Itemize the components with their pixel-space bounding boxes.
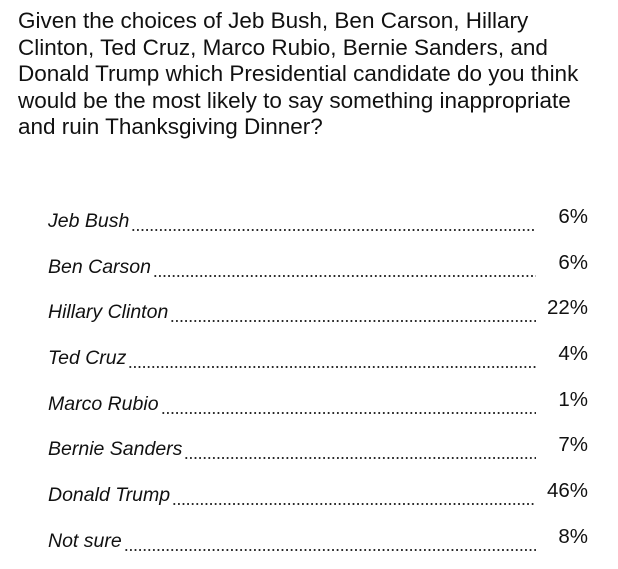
result-row-not-sure: Not sure 8% bbox=[48, 523, 588, 569]
dot-leader bbox=[172, 481, 536, 510]
candidate-name: Ted Cruz bbox=[48, 347, 127, 370]
dot-leader bbox=[170, 298, 536, 327]
candidate-percent: 8% bbox=[558, 524, 588, 548]
dot-leader bbox=[160, 389, 536, 418]
result-row-ted-cruz: Ted Cruz 4% bbox=[48, 340, 588, 386]
candidate-name: Marco Rubio bbox=[48, 392, 159, 415]
result-row-hillary-clinton: Hillary Clinton 22% bbox=[48, 294, 588, 340]
result-row-bernie-sanders: Bernie Sanders 7% bbox=[48, 431, 588, 477]
candidate-percent: 6% bbox=[558, 205, 588, 228]
candidate-name: Bernie Sanders bbox=[48, 438, 183, 461]
candidate-percent: 46% bbox=[546, 479, 588, 503]
candidate-percent: 1% bbox=[558, 387, 588, 411]
dot-leader bbox=[123, 526, 536, 555]
candidate-percent: 7% bbox=[558, 433, 588, 457]
candidate-name: Not sure bbox=[48, 529, 122, 552]
result-row-donald-trump: Donald Trump 46% bbox=[48, 477, 588, 523]
candidate-name: Donald Trump bbox=[48, 484, 171, 507]
result-row-jeb-bush: Jeb Bush 6% bbox=[48, 203, 588, 249]
dot-leader bbox=[131, 207, 536, 235]
poll-results-list: Jeb Bush 6% Ben Carson 6% Hillary Clinto… bbox=[48, 203, 588, 569]
dot-leader bbox=[128, 344, 536, 373]
candidate-percent: 4% bbox=[558, 342, 588, 366]
candidate-name: Ben Carson bbox=[48, 255, 151, 278]
result-row-ben-carson: Ben Carson 6% bbox=[48, 249, 588, 295]
candidate-percent: 6% bbox=[558, 250, 588, 274]
candidate-name: Jeb Bush bbox=[48, 210, 130, 232]
result-row-marco-rubio: Marco Rubio 1% bbox=[48, 386, 588, 432]
candidate-name: Hillary Clinton bbox=[48, 301, 169, 324]
dot-leader bbox=[184, 435, 536, 464]
dot-leader bbox=[152, 252, 536, 281]
candidate-percent: 22% bbox=[546, 296, 588, 320]
poll-question: Given the choices of Jeb Bush, Ben Carso… bbox=[18, 8, 579, 139]
